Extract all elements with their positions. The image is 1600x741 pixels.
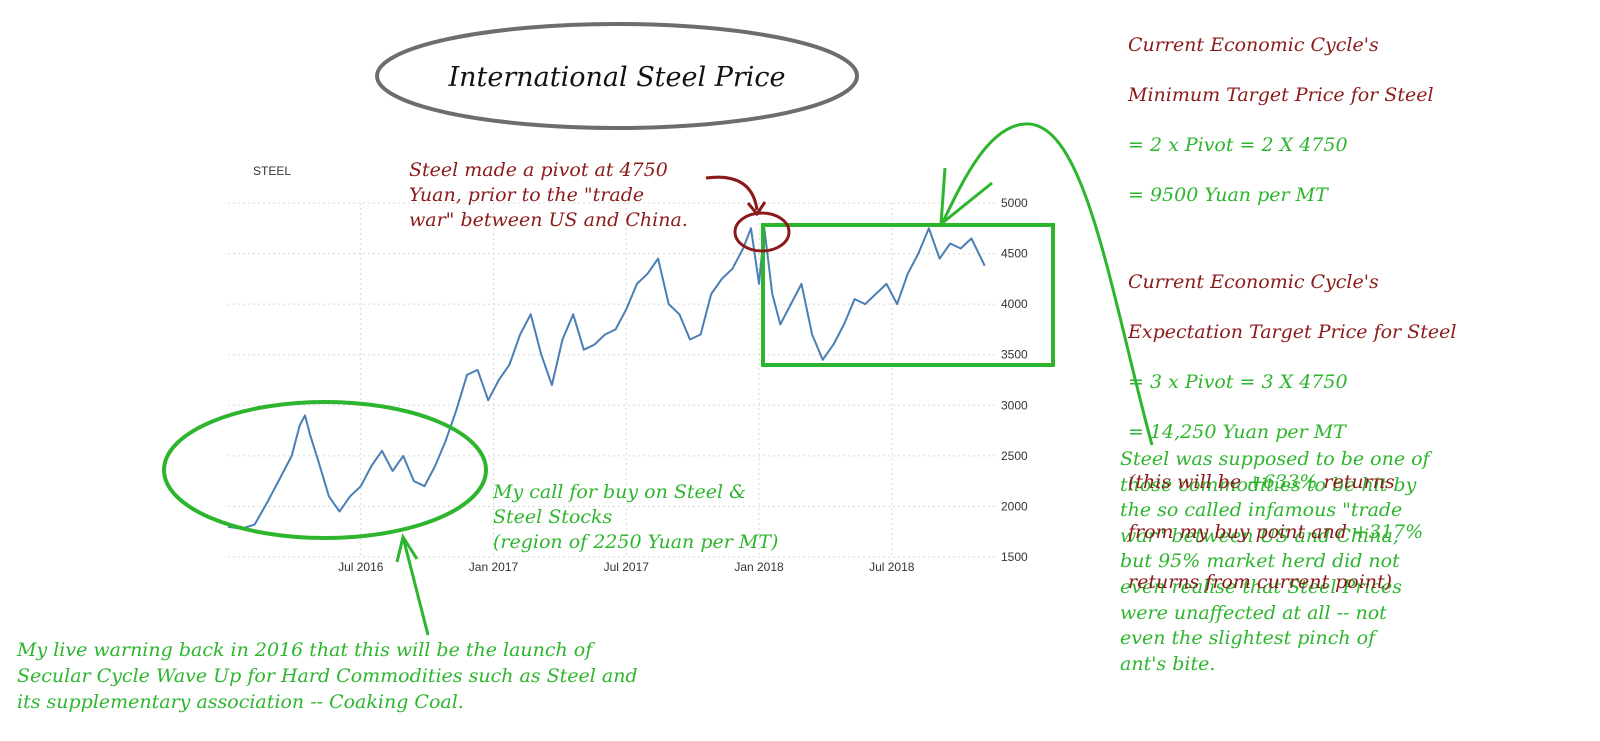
trade-war-curve bbox=[940, 122, 1154, 446]
returns-text-c: returns bbox=[1317, 471, 1395, 493]
steel-price-line bbox=[227, 227, 986, 530]
y-tick-label: 1500 bbox=[1001, 550, 1028, 564]
x-tick-label: Jan 2018 bbox=[734, 560, 784, 574]
returns-633: +633% bbox=[1247, 471, 1318, 493]
x-tick-label: Jul 2017 bbox=[604, 560, 650, 574]
target-spacer bbox=[1128, 233, 1456, 245]
exp-target-line-1: Current Economic Cycle's bbox=[1128, 271, 1379, 293]
y-tick-label: 2500 bbox=[1001, 449, 1028, 463]
warning-arrow bbox=[401, 536, 430, 636]
pivot-circle bbox=[733, 211, 791, 253]
returns-line-1: (this will be +633% returns bbox=[1128, 470, 1456, 495]
exp-target-line-2: Expectation Target Price for Steel bbox=[1128, 321, 1457, 343]
pivot-note: Steel made a pivot at 4750 Yuan, prior t… bbox=[409, 159, 688, 231]
returns-text-a: (this will be bbox=[1128, 471, 1248, 493]
y-tick-label: 5000 bbox=[1001, 196, 1028, 210]
min-target-line-3: = 2 x Pivot = 2 X 4750 bbox=[1128, 134, 1348, 156]
min-target-line-4: = 9500 Yuan per MT bbox=[1128, 184, 1328, 206]
x-tick-label: Jul 2018 bbox=[869, 560, 915, 574]
exp-target-line-4: = 14,250 Yuan per MT bbox=[1128, 421, 1346, 443]
y-tick-label: 4000 bbox=[1001, 297, 1028, 311]
x-tick-label: Jul 2016 bbox=[338, 560, 384, 574]
trade-war-note: Steel was supposed to be one of those co… bbox=[1120, 448, 1430, 675]
grid-lines bbox=[228, 202, 998, 558]
y-tick-label: 2000 bbox=[1001, 499, 1028, 513]
x-axis-ticks: Jul 2016 Jan 2017 Jul 2017 Jan 2018 Jul 2018 bbox=[338, 560, 915, 574]
x-tick-label: Jan 2017 bbox=[469, 560, 519, 574]
y-tick-label: 3000 bbox=[1001, 398, 1028, 412]
returns-text-d: from my buy point and bbox=[1128, 521, 1353, 543]
series-label: STEEL bbox=[253, 164, 291, 178]
pivot-arrow-head bbox=[746, 201, 767, 217]
box-arrow-head bbox=[939, 167, 993, 228]
consolidation-box bbox=[761, 223, 1055, 367]
pivot-arrow bbox=[705, 175, 759, 211]
chart-title: International Steel Price bbox=[447, 62, 785, 93]
buy-call-note: My call for buy on Steel & Steel Stocks … bbox=[493, 481, 779, 553]
returns-line-3: returns from current point) bbox=[1128, 571, 1393, 593]
returns-line-2: from my buy point and +317% bbox=[1128, 520, 1456, 545]
buy-region-ellipse bbox=[162, 400, 488, 540]
y-tick-label: 4500 bbox=[1001, 247, 1028, 261]
target-price-block: Current Economic Cycle's Minimum Target … bbox=[1128, 8, 1456, 620]
exp-target-line-3: = 3 x Pivot = 3 X 4750 bbox=[1128, 371, 1348, 393]
y-axis-ticks: 1500 2000 2500 3000 3500 4000 4500 5000 bbox=[1001, 196, 1028, 564]
returns-317: +317% bbox=[1352, 521, 1424, 543]
title-ellipse bbox=[375, 22, 859, 130]
live-warning-note: My live warning back in 2016 that this w… bbox=[17, 639, 638, 713]
warning-arrow-head bbox=[395, 533, 419, 563]
min-target-line-1: Current Economic Cycle's bbox=[1128, 34, 1379, 56]
y-tick-label: 3500 bbox=[1001, 348, 1028, 362]
min-target-line-2: Minimum Target Price for Steel bbox=[1128, 84, 1434, 106]
